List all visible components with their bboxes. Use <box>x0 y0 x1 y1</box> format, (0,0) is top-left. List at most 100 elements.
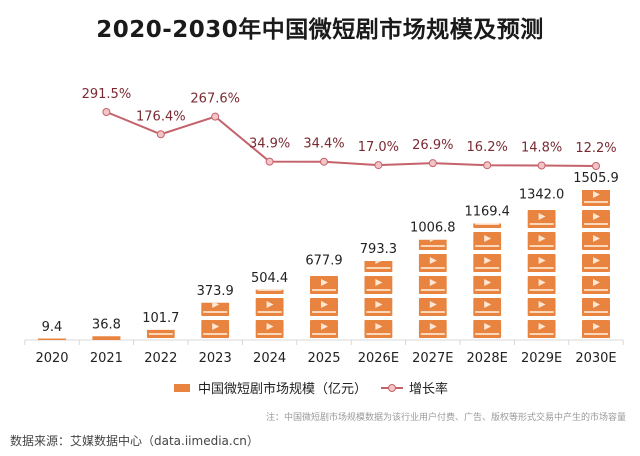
video-icon <box>38 298 66 316</box>
video-icon <box>418 320 447 338</box>
x-tick-label: 2026E <box>358 351 399 366</box>
play-icon <box>158 301 165 308</box>
video-icon <box>201 320 230 338</box>
progress-bar-icon <box>203 311 228 313</box>
bar-data-labels: 9.4 36.8 101.7 373.9 504.4 677.9 793.3 1006.8 11… <box>42 171 619 335</box>
growth-point <box>156 130 165 139</box>
footnote: 注：中国微短剧市场规模数据为该行业用户付费、广告、版权等形式交易中产生的市场容量 <box>265 413 626 423</box>
progress-bar-icon <box>529 311 554 313</box>
line-data-label: 14.8% <box>521 140 562 155</box>
growth-point <box>374 161 383 170</box>
play-icon <box>212 323 220 330</box>
progress-bar-icon <box>530 179 554 181</box>
video-icon <box>255 320 284 338</box>
growth-line-series <box>102 108 600 170</box>
chart-area: 9.4 36.8 101.7 373.9 504.4 677.9 793.3 1006.8 11… <box>24 87 624 366</box>
play-icon <box>157 329 159 330</box>
bar <box>310 232 338 338</box>
x-tick-label: 2023 <box>199 351 232 366</box>
video-icon <box>527 232 556 250</box>
progress-bar-icon <box>366 289 391 291</box>
bar-icons <box>310 232 338 338</box>
progress-bar-icon <box>366 311 391 313</box>
bar-data-label: 1342.0 <box>519 187 565 202</box>
play-icon <box>212 302 220 308</box>
progress-bar-icon <box>366 267 391 269</box>
video-icon <box>527 298 556 316</box>
x-tick-label: 2027E <box>412 351 453 366</box>
progress-bar-icon <box>529 223 554 225</box>
play-icon <box>538 301 546 308</box>
video-icon <box>582 210 610 228</box>
data-source: 数据来源：艾媒数据中心（data.iimedia.cn） <box>10 434 259 448</box>
play-icon <box>321 323 328 330</box>
bar-icons <box>582 190 610 338</box>
progress-bar-icon <box>312 245 336 247</box>
play-icon <box>538 279 546 286</box>
bar-data-label: 373.9 <box>197 284 234 299</box>
progress-bar-icon <box>40 311 64 313</box>
play-icon <box>593 191 600 198</box>
progress-bar-icon <box>94 333 118 335</box>
x-tick-label: 2021 <box>90 351 123 366</box>
growth-point <box>592 162 600 170</box>
progress-bar-icon <box>312 289 336 291</box>
play-icon <box>484 191 491 198</box>
legend-bar-label: 中国微短剧市场规模（亿元） <box>198 382 368 397</box>
legend-bar-swatch <box>174 383 190 392</box>
x-tick-labels: 2020 2021 2022 2023 2024 2025 2026E 2027E 2028E 2… <box>35 351 616 366</box>
progress-bar-icon <box>257 289 282 291</box>
growth-point <box>265 157 274 166</box>
play-icon <box>539 169 546 176</box>
play-icon <box>593 213 600 220</box>
play-icon <box>538 257 546 264</box>
line-data-label: 26.9% <box>412 138 453 153</box>
line-data-label: 267.6% <box>190 92 240 107</box>
line-data-label: 34.4% <box>303 137 344 152</box>
play-icon <box>429 323 437 330</box>
video-icon <box>255 298 284 316</box>
progress-bar-icon <box>475 267 500 269</box>
bar-icons <box>201 302 230 338</box>
play-icon <box>375 260 382 264</box>
video-icon <box>310 320 338 338</box>
play-icon <box>593 279 600 286</box>
bar-icons <box>255 289 284 338</box>
bar <box>255 289 284 338</box>
video-icon <box>418 276 447 294</box>
play-icon <box>484 235 492 242</box>
play-icon <box>538 213 546 220</box>
bar-data-label: 1505.9 <box>573 171 619 186</box>
progress-bar-icon <box>420 245 445 247</box>
growth-point <box>320 157 328 166</box>
video-icon <box>310 232 338 250</box>
progress-bar-icon <box>420 289 445 291</box>
progress-bar-icon <box>257 311 282 313</box>
video-icon <box>527 320 556 338</box>
video-icon <box>527 254 556 272</box>
progress-bar-icon <box>529 333 554 335</box>
legend: 中国微短剧市场规模（亿元） 增长率 <box>174 378 448 397</box>
progress-bar-icon <box>203 333 228 335</box>
bar-icons <box>146 301 175 338</box>
progress-bar-icon <box>584 333 608 335</box>
video-icon <box>473 188 501 206</box>
bar-data-label: 101.7 <box>142 311 179 326</box>
progress-bar-icon <box>529 289 554 291</box>
video-icon <box>473 320 502 338</box>
progress-bar-icon <box>475 333 500 335</box>
video-icon <box>418 239 447 250</box>
progress-bar-icon <box>475 289 500 291</box>
video-icon <box>364 260 393 272</box>
progress-bar-icon <box>584 245 608 247</box>
progress-bar-icon <box>366 333 391 335</box>
line-data-labels: 291.5% 176.4% 267.6% 34.9% 34.4% 17.0% 26.9% 16… <box>82 87 617 156</box>
progress-bar-icon <box>94 311 118 313</box>
progress-bar-icon <box>257 333 282 335</box>
bar-data-label: 9.4 <box>42 320 63 335</box>
play-icon <box>375 235 382 242</box>
progress-bar-icon <box>529 267 554 269</box>
video-icon <box>310 276 338 294</box>
play-icon <box>375 301 383 308</box>
legend-line-swatch <box>381 383 404 393</box>
